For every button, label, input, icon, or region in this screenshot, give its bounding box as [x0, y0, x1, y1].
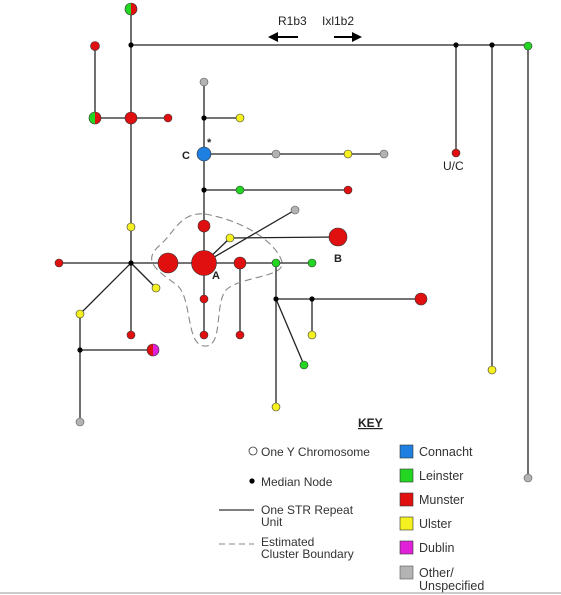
median-node: [309, 296, 315, 302]
connacht-node-c: [196, 146, 212, 162]
leinster-node: [523, 41, 533, 51]
munster-node: [124, 111, 138, 125]
legend-ulster: Ulster: [419, 517, 452, 531]
munster-node: [199, 330, 209, 340]
leinster-node: [307, 258, 317, 268]
munster-node: [343, 185, 353, 195]
median-node: [128, 42, 134, 48]
arrow-left-icon: [268, 32, 298, 42]
leinster-swatch: [399, 468, 414, 483]
other-node: [290, 205, 300, 215]
legend-cluster-2: Cluster Boundary: [261, 547, 354, 561]
dublin-swatch: [399, 540, 414, 555]
arrow-right-icon: [334, 32, 362, 42]
munster-swatch: [399, 492, 414, 507]
legend-leinster: Leinster: [419, 469, 463, 483]
ulster-node: [271, 402, 281, 412]
median-node-icon: [249, 478, 255, 484]
cluster-boundary: [151, 213, 283, 347]
ulster-node: [151, 283, 161, 293]
ulster-swatch: [399, 516, 414, 531]
median-node: [453, 42, 459, 48]
median-node: [77, 347, 83, 353]
ulster-node: [343, 149, 353, 159]
median-node: [201, 187, 207, 193]
legend-str-2: Unit: [261, 515, 283, 529]
median-node: [273, 296, 279, 302]
legend-connacht: Connacht: [419, 445, 473, 459]
ulster-node: [75, 309, 85, 319]
legend-cluster-1: Estimated: [261, 535, 314, 549]
leinster-node: [235, 185, 245, 195]
munster-node: [199, 294, 209, 304]
direction-label-left: R1b3: [278, 14, 307, 28]
median-node: [201, 115, 207, 121]
median-node: [128, 260, 134, 266]
other-node: [523, 473, 533, 483]
node-label-c: C: [182, 150, 190, 162]
other-node: [75, 417, 85, 427]
leinster-node: [299, 360, 309, 370]
munster-node: [90, 41, 100, 51]
munster-node: [126, 330, 136, 340]
leinster-node: [271, 258, 281, 268]
munster-node-a: [191, 250, 217, 276]
other-node: [271, 149, 281, 159]
munster-node: [414, 292, 428, 306]
ulster-node: [487, 365, 497, 375]
munster-node: [235, 330, 245, 340]
munster-node: [197, 219, 211, 233]
legend-title: KEY: [358, 416, 383, 430]
other-node: [379, 149, 389, 159]
munster-node-b: [328, 227, 348, 247]
ulster-node: [307, 330, 317, 340]
one-y-chromosome-icon: [248, 446, 258, 456]
ulster-node: [225, 233, 235, 243]
nodes: [54, 2, 533, 483]
other-node: [199, 77, 209, 87]
munster-node: [54, 258, 64, 268]
munster-node: [233, 256, 247, 270]
node-label-a: A: [212, 270, 220, 282]
munster-node: [157, 252, 179, 274]
ulster-node: [235, 113, 245, 123]
legend-str-1: One STR Repeat: [261, 503, 354, 517]
other-swatch: [399, 565, 414, 580]
edges: [59, 9, 529, 478]
mixed-node-leinster-munster: [124, 2, 138, 16]
munster-node: [451, 148, 461, 158]
ulster-node: [126, 222, 136, 232]
node-label-b: B: [334, 253, 342, 265]
legend-dublin: Dublin: [419, 541, 454, 555]
legend-other-2: Unspecified: [419, 579, 484, 593]
legend: KEY One Y Chromosome Median Node One STR…: [219, 416, 484, 593]
mixed-node-leinster-munster: [88, 111, 102, 125]
node-label-uc: U/C: [443, 159, 464, 173]
legend-munster: Munster: [419, 493, 464, 507]
legend-other-1: Other/: [419, 566, 454, 580]
legend-median: Median Node: [261, 475, 333, 489]
munster-node: [163, 113, 173, 123]
connacht-swatch: [399, 444, 414, 459]
mixed-node-munster-dublin: [146, 343, 160, 357]
median-node: [489, 42, 495, 48]
legend-one-y: One Y Chromosome: [261, 445, 370, 459]
direction-label-right: Ixl1b2: [322, 14, 354, 28]
node-label-star: *: [207, 137, 212, 149]
